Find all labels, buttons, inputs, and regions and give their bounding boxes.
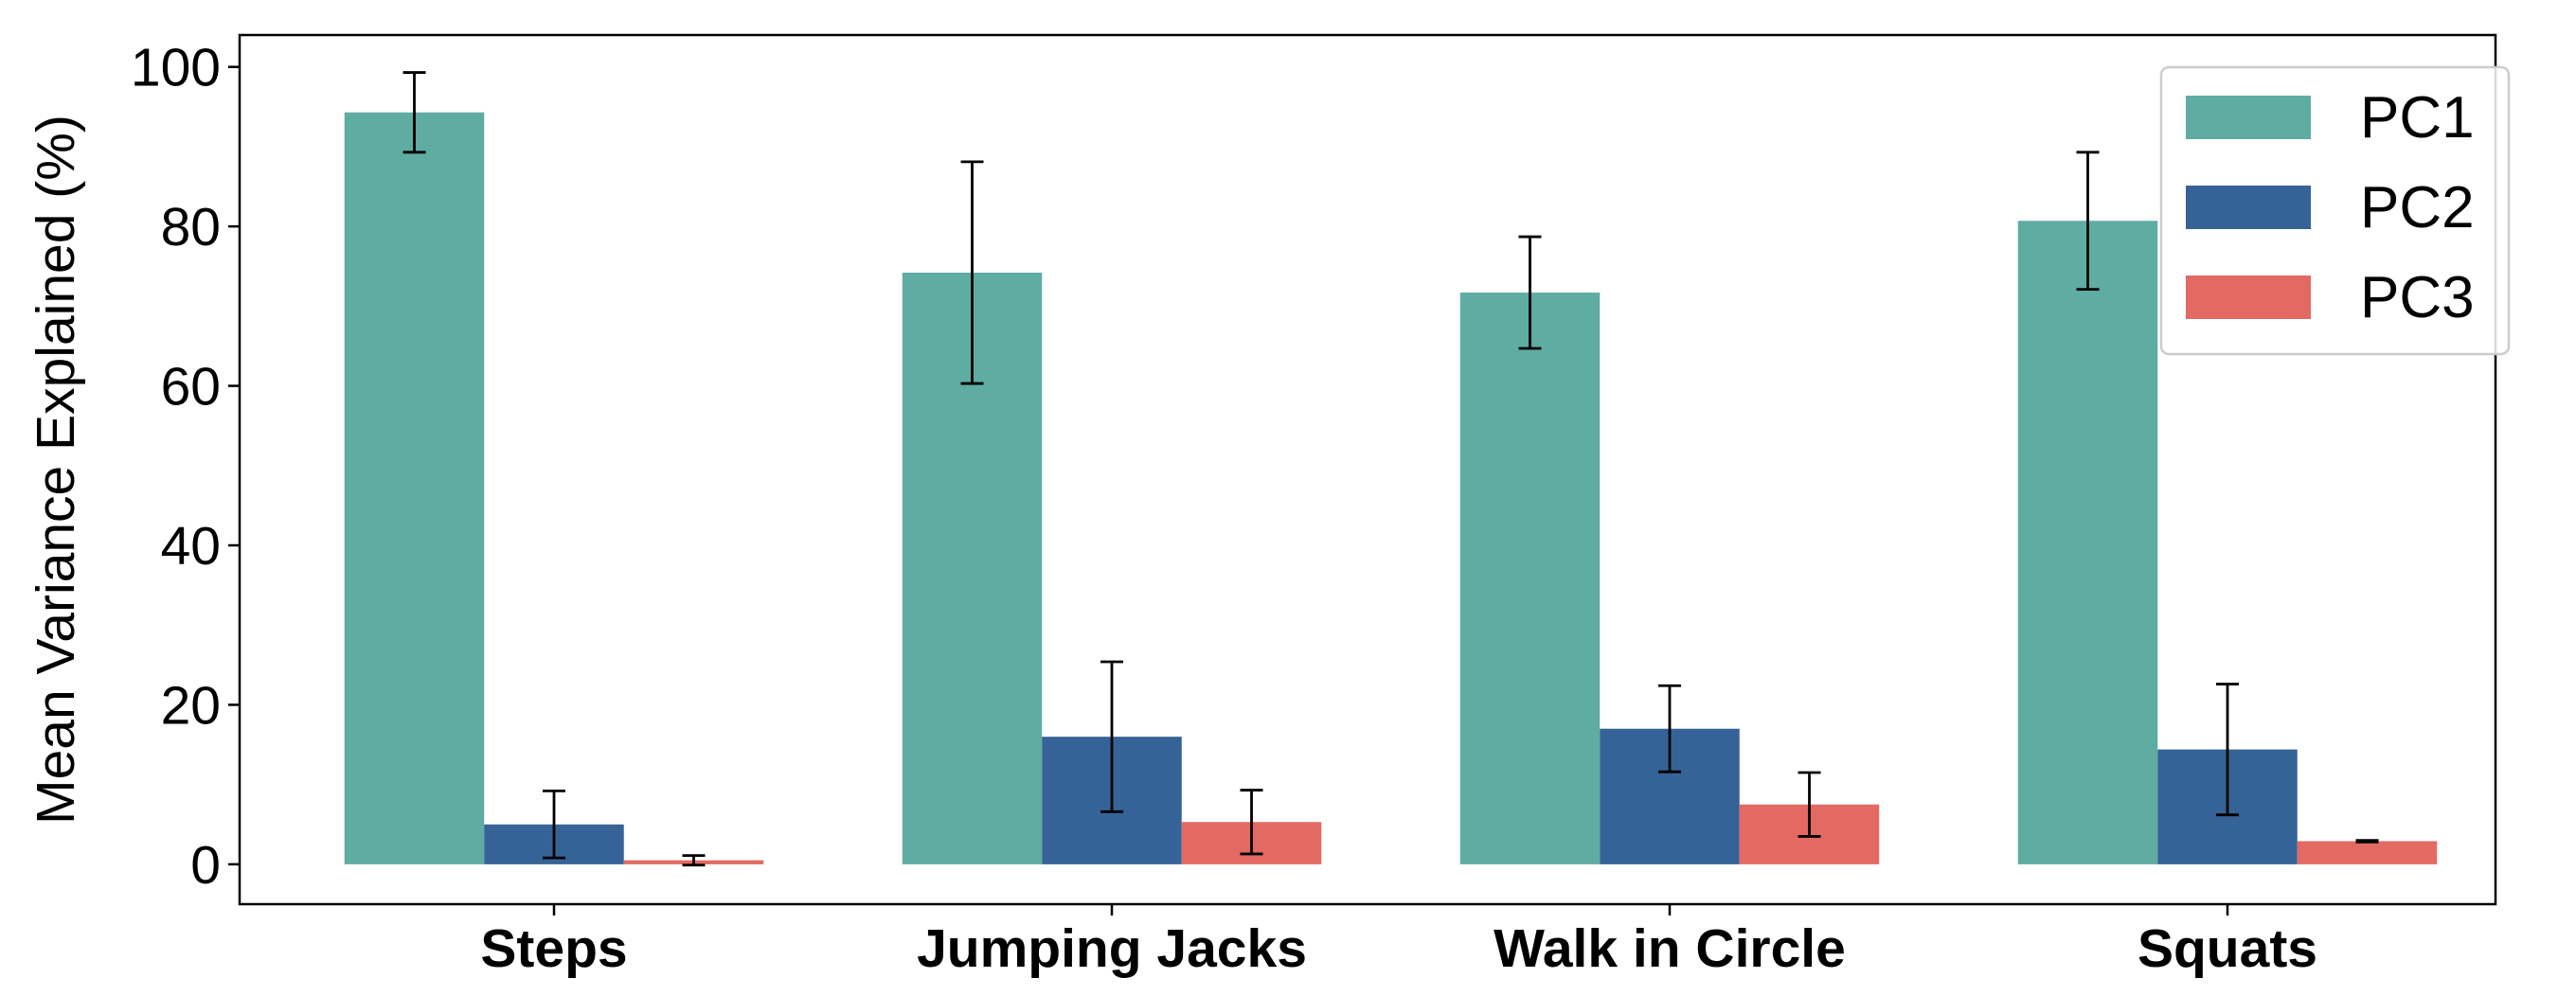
bar	[1459, 293, 1601, 864]
legend-label: PC2	[2360, 175, 2475, 240]
y-tick-label: 40	[161, 516, 221, 577]
y-tick-label: 20	[161, 675, 221, 736]
y-tick-label: 0	[190, 835, 221, 896]
legend-swatch	[2186, 276, 2311, 319]
bar	[2297, 841, 2438, 864]
y-tick-label: 80	[161, 197, 221, 258]
y-tick-label: 60	[161, 357, 221, 418]
legend-label: PC3	[2360, 265, 2475, 330]
y-axis-ticks: 0 20 40 60 80 100	[131, 38, 240, 896]
bar	[2017, 221, 2158, 864]
y-tick-label: 100	[131, 38, 221, 98]
legend-label: PC1	[2360, 85, 2475, 151]
legend-swatch	[2186, 96, 2311, 139]
x-tick-label: Squats	[2138, 918, 2317, 979]
y-axis-label: Mean Variance Explained (%)	[26, 115, 86, 825]
x-axis-ticks: Steps Jumping Jacks Walk in Circle Squats	[480, 904, 2317, 979]
legend: PC1 PC2 PC3	[2159, 65, 2511, 356]
x-tick-label: Walk in Circle	[1494, 918, 1846, 979]
plot-frame	[238, 33, 2497, 906]
legend-swatch	[2186, 186, 2311, 229]
bar	[344, 112, 485, 864]
bar-group	[344, 112, 2438, 864]
error-bars	[402, 71, 2379, 867]
x-tick-label: Jumping Jacks	[917, 918, 1307, 979]
x-tick-label: Steps	[480, 918, 627, 979]
